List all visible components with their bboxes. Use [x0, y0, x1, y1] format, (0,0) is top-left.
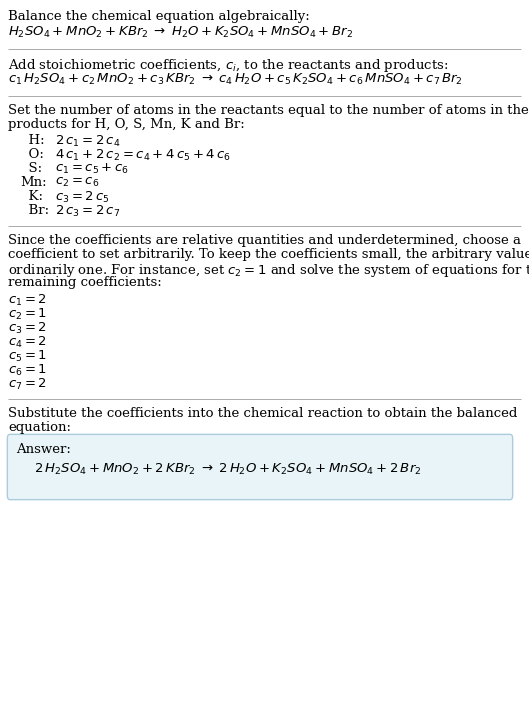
- Text: $4\,c_1 + 2\,c_2 = c_4 + 4\,c_5 + 4\,c_6$: $4\,c_1 + 2\,c_2 = c_4 + 4\,c_5 + 4\,c_6…: [55, 148, 231, 163]
- Text: Mn:: Mn:: [20, 176, 47, 189]
- Text: $2\, H_2SO_4 + MnO_2 + 2\, KBr_2 \;\rightarrow\; 2\, H_2O + K_2SO_4 + MnSO_4 + 2: $2\, H_2SO_4 + MnO_2 + 2\, KBr_2 \;\righ…: [34, 462, 422, 477]
- Text: Answer:: Answer:: [16, 443, 71, 456]
- Text: O:: O:: [20, 148, 44, 161]
- Text: coefficient to set arbitrarily. To keep the coefficients small, the arbitrary va: coefficient to set arbitrarily. To keep …: [8, 248, 529, 261]
- Text: $c_1 = 2$: $c_1 = 2$: [8, 293, 47, 308]
- Text: $c_1 = c_5 + c_6$: $c_1 = c_5 + c_6$: [55, 162, 129, 176]
- Text: $c_4 = 2$: $c_4 = 2$: [8, 335, 47, 350]
- Text: K:: K:: [20, 190, 43, 203]
- FancyBboxPatch shape: [7, 434, 513, 499]
- Text: products for H, O, S, Mn, K and Br:: products for H, O, S, Mn, K and Br:: [8, 118, 245, 131]
- Text: $c_2 = c_6$: $c_2 = c_6$: [55, 176, 99, 189]
- Text: H:: H:: [20, 134, 44, 147]
- Text: $c_7 = 2$: $c_7 = 2$: [8, 377, 47, 392]
- Text: $c_2 = 1$: $c_2 = 1$: [8, 307, 47, 322]
- Text: $c_1\, H_2SO_4 + c_2\, MnO_2 + c_3\, KBr_2 \;\rightarrow\; c_4\, H_2O + c_5\, K_: $c_1\, H_2SO_4 + c_2\, MnO_2 + c_3\, KBr…: [8, 72, 463, 87]
- Text: equation:: equation:: [8, 421, 71, 434]
- Text: $c_6 = 1$: $c_6 = 1$: [8, 363, 47, 378]
- Text: Br:: Br:: [20, 204, 49, 217]
- Text: Add stoichiometric coefficients, $c_i$, to the reactants and products:: Add stoichiometric coefficients, $c_i$, …: [8, 57, 449, 74]
- Text: Set the number of atoms in the reactants equal to the number of atoms in the: Set the number of atoms in the reactants…: [8, 104, 529, 117]
- Text: ordinarily one. For instance, set $c_2 = 1$ and solve the system of equations fo: ordinarily one. For instance, set $c_2 =…: [8, 262, 529, 279]
- Text: Substitute the coefficients into the chemical reaction to obtain the balanced: Substitute the coefficients into the che…: [8, 407, 517, 420]
- Text: $H_2SO_4 + MnO_2 + KBr_2 \;\rightarrow\; H_2O + K_2SO_4 + MnSO_4 + Br_2$: $H_2SO_4 + MnO_2 + KBr_2 \;\rightarrow\;…: [8, 25, 353, 40]
- Text: $c_3 = 2\,c_5$: $c_3 = 2\,c_5$: [55, 190, 110, 205]
- Text: $c_5 = 1$: $c_5 = 1$: [8, 349, 47, 364]
- Text: $2\,c_3 = 2\,c_7$: $2\,c_3 = 2\,c_7$: [55, 204, 121, 219]
- Text: $c_3 = 2$: $c_3 = 2$: [8, 321, 47, 336]
- Text: S:: S:: [20, 162, 42, 175]
- Text: $2\,c_1 = 2\,c_4$: $2\,c_1 = 2\,c_4$: [55, 134, 121, 149]
- Text: remaining coefficients:: remaining coefficients:: [8, 276, 162, 289]
- Text: Balance the chemical equation algebraically:: Balance the chemical equation algebraica…: [8, 10, 310, 23]
- Text: Since the coefficients are relative quantities and underdetermined, choose a: Since the coefficients are relative quan…: [8, 234, 521, 247]
